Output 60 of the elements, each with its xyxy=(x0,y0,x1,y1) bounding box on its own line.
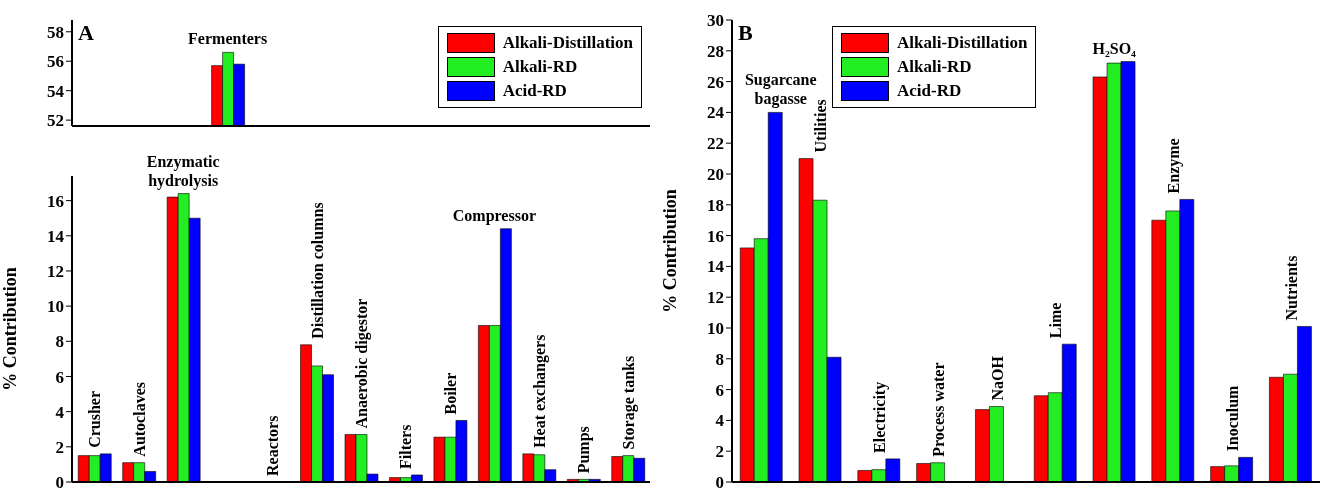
category-label: Crusher xyxy=(86,390,104,448)
y-tick-label: 8 xyxy=(715,349,724,369)
y-tick-label: 24 xyxy=(707,103,725,123)
y-tick-label: 0 xyxy=(715,473,724,490)
category-label: Pumps xyxy=(575,426,593,474)
y-tick-label: 6 xyxy=(55,367,64,387)
y-tick-label: 8 xyxy=(55,332,64,352)
category-label: Boiler xyxy=(441,372,459,415)
category-label: Storage tanks xyxy=(619,355,637,450)
y-tick-label: 16 xyxy=(47,191,64,211)
category-label: Enzyme xyxy=(1165,138,1182,194)
y-tick-label: 10 xyxy=(47,297,64,317)
chart-title: A xyxy=(78,20,94,45)
y-tick-label: 26 xyxy=(707,72,724,92)
category-label: Distillation columns xyxy=(308,202,326,339)
category-label: Compressor xyxy=(452,206,537,224)
y-tick-label: 22 xyxy=(707,134,724,154)
y-tick-label: 4 xyxy=(715,411,725,431)
category-label: Electricity xyxy=(871,381,888,453)
y-tick-label: 54 xyxy=(47,81,65,101)
category-label: Reactors xyxy=(264,415,282,476)
y-tick-label: 6 xyxy=(715,380,724,400)
y-tick-label: 2 xyxy=(715,442,724,462)
y-tick-label: 0 xyxy=(55,473,64,490)
y-tick-label: 58 xyxy=(47,22,64,42)
category-label: NaOH xyxy=(988,356,1006,401)
y-axis-title: % Contribution xyxy=(0,267,21,391)
y-tick-label: 52 xyxy=(47,111,64,131)
category-label: Lime xyxy=(1047,302,1065,339)
y-tick-label: 2 xyxy=(55,437,64,457)
chart-title: B xyxy=(738,20,753,45)
category-label: Heat exchangers xyxy=(530,334,548,448)
legend-label: Acid-RD xyxy=(502,80,567,102)
y-tick-label: 12 xyxy=(47,262,64,281)
y-tick-label: 14 xyxy=(47,226,65,246)
category-label: H₂SO₄ xyxy=(1092,39,1136,57)
category-label: Process water xyxy=(929,362,947,457)
category-label: Anaerobic digestor xyxy=(353,298,370,429)
y-tick-label: 10 xyxy=(707,319,724,339)
legend-label: Alkali-RD xyxy=(502,56,578,78)
legend-label: Alkali-Distillation xyxy=(502,32,633,54)
y-axis-title: % Contribution xyxy=(660,189,681,313)
y-tick-label: 14 xyxy=(707,257,725,277)
category-label: Inoculum xyxy=(1223,385,1241,452)
legend-label: Alkali-RD xyxy=(897,56,972,78)
legend-label: Alkali-Distillation xyxy=(897,32,1028,54)
y-tick-label: 28 xyxy=(707,41,724,61)
y-tick-label: 30 xyxy=(707,11,724,31)
y-tick-label: 4 xyxy=(55,402,65,422)
y-tick-label: 56 xyxy=(47,52,64,72)
category-label: Nutrients xyxy=(1282,255,1300,321)
category-label: Enzymatic hydrolysis xyxy=(146,152,220,189)
x-tick-label: Fermenters xyxy=(188,30,268,48)
y-tick-label: 18 xyxy=(707,195,724,215)
legend-label: Acid-RD xyxy=(897,80,962,102)
y-tick-label: 12 xyxy=(707,288,724,308)
category-label: Filters xyxy=(397,424,415,469)
y-tick-label: 20 xyxy=(707,165,724,185)
y-tick-label: 16 xyxy=(707,226,724,246)
category-label: Autoclaves xyxy=(130,382,148,457)
